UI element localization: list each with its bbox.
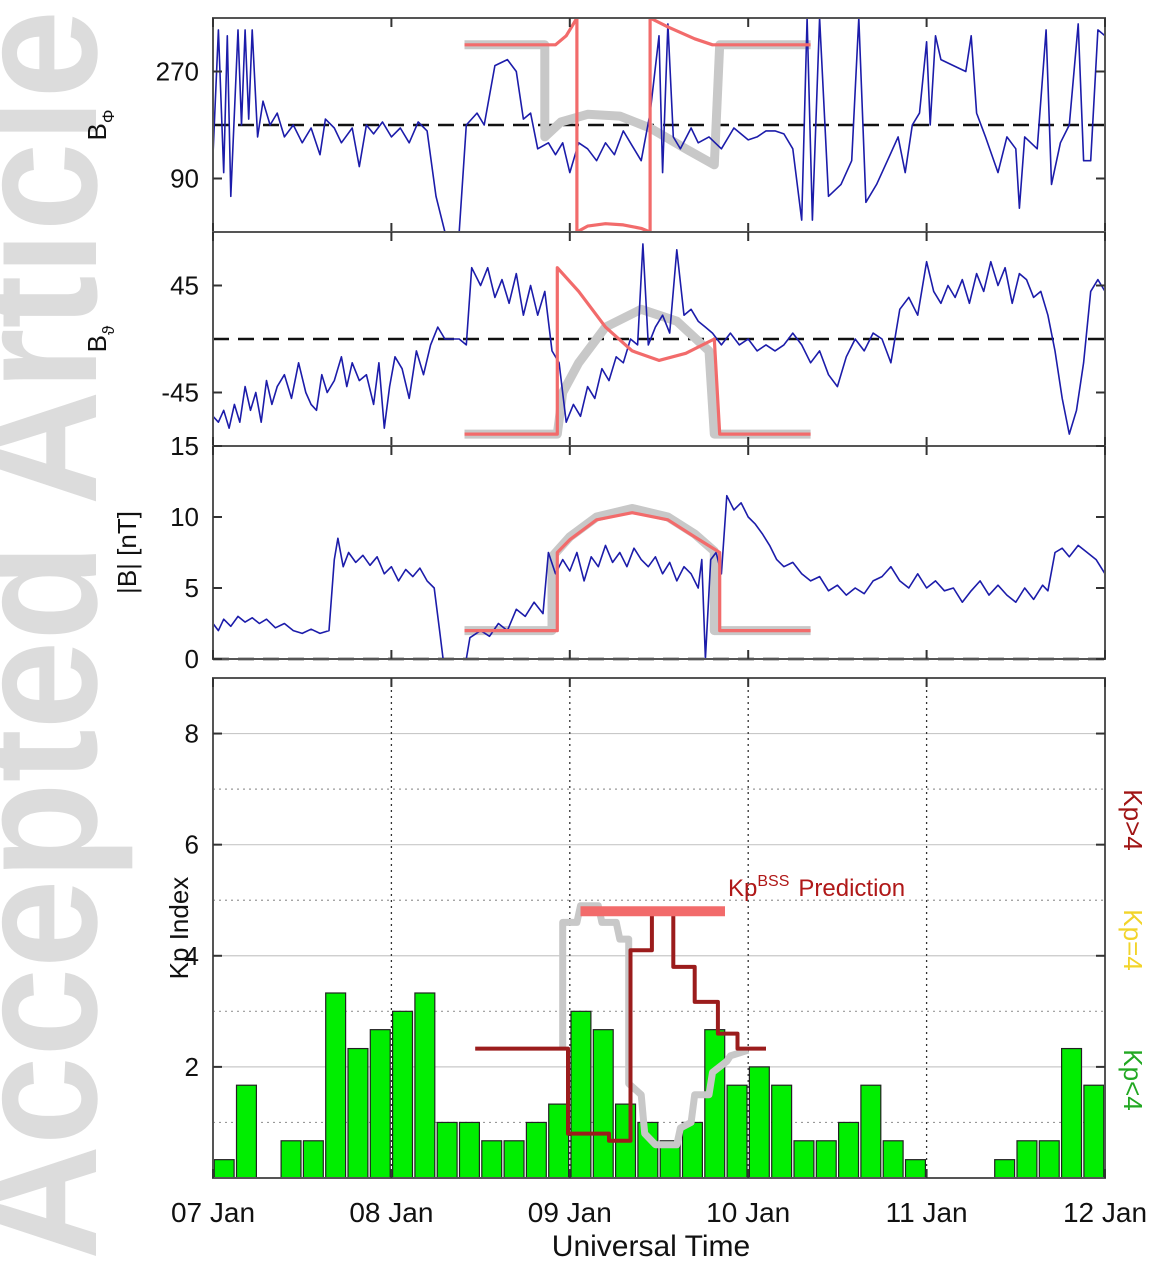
bar xyxy=(837,1121,860,1178)
bar xyxy=(748,1066,770,1178)
bar xyxy=(860,1084,882,1178)
x-axis-label: Universal Time xyxy=(552,1230,750,1263)
data-line xyxy=(213,18,1105,232)
x-tick-label: 09 Jan xyxy=(528,1197,612,1228)
plot-area xyxy=(213,18,1105,232)
bar xyxy=(235,1084,257,1178)
bar xyxy=(659,1140,681,1178)
annotation-tail: Prediction xyxy=(798,875,905,902)
y-tick-label: 45 xyxy=(170,271,199,301)
y-axis-label-main: |B| [nT] xyxy=(112,511,142,594)
data-line xyxy=(464,266,811,436)
y-axis-label-sub: Φ xyxy=(99,110,118,124)
plot-area xyxy=(213,902,1105,1178)
data-line xyxy=(213,243,1105,435)
annotation-text: Kp xyxy=(728,875,757,902)
side-label: Kp=4 xyxy=(1118,909,1148,970)
panel-frame xyxy=(212,677,1106,1179)
bar xyxy=(213,1159,235,1178)
y-axis-label-main: Kp Index xyxy=(164,877,194,980)
bar xyxy=(458,1121,480,1178)
bar xyxy=(525,1121,547,1178)
bar xyxy=(793,1140,815,1178)
bar xyxy=(280,1140,302,1178)
bar xyxy=(302,1140,324,1178)
bar xyxy=(815,1140,837,1178)
x-tick-label: 08 Jan xyxy=(349,1197,433,1228)
x-tick-label: 10 Jan xyxy=(706,1197,790,1228)
y-axis-label: BΦ xyxy=(82,110,118,141)
bar xyxy=(570,1010,592,1178)
bar xyxy=(681,1121,703,1178)
y-axis-label: |B| [nT] xyxy=(112,511,142,594)
y-axis-label-main: B xyxy=(82,123,112,140)
y-tick-label: 90 xyxy=(170,164,199,194)
bar xyxy=(882,1140,904,1178)
y-tick-label: 15 xyxy=(170,431,199,461)
y-axis-label: Kp Index xyxy=(164,877,194,980)
bar xyxy=(347,1047,369,1178)
bar xyxy=(994,1159,1016,1178)
bar xyxy=(592,1029,614,1178)
bar xyxy=(1060,1047,1083,1178)
bar xyxy=(414,992,436,1178)
bar xyxy=(1038,1140,1060,1178)
y-axis-label-sub: ϑ xyxy=(99,325,118,335)
y-tick-label: 6 xyxy=(185,830,199,860)
data-line xyxy=(464,511,811,633)
annotation: KpBSS Prediction xyxy=(728,873,905,902)
y-axis-label-main: B xyxy=(82,335,112,352)
y-tick-label: -45 xyxy=(161,378,199,408)
side-label: Kp<4 xyxy=(1118,1049,1148,1110)
data-line xyxy=(464,40,811,170)
bar xyxy=(1083,1084,1105,1178)
y-tick-label: 5 xyxy=(185,573,199,603)
bar xyxy=(325,992,347,1178)
annotation-sup: BSS xyxy=(757,873,789,890)
y-axis-label: Bϑ xyxy=(82,325,118,352)
y-tick-label: 2 xyxy=(185,1052,199,1082)
data-line xyxy=(464,304,811,439)
y-tick-label: 4 xyxy=(185,941,199,971)
watermark: Accepted Article xyxy=(0,10,134,1260)
y-tick-label: 0 xyxy=(185,644,199,674)
x-tick-label: 11 Jan xyxy=(886,1197,968,1228)
bar xyxy=(548,1103,570,1178)
y-tick-label: 10 xyxy=(170,502,199,532)
plot-area xyxy=(213,243,1105,439)
bar xyxy=(392,1010,414,1178)
bar xyxy=(726,1084,748,1178)
plot-area xyxy=(213,494,1105,659)
bar xyxy=(481,1140,503,1178)
bar xyxy=(369,1029,391,1178)
bar xyxy=(904,1159,926,1178)
data-line xyxy=(559,902,750,1149)
bar xyxy=(1016,1140,1038,1178)
bar xyxy=(436,1121,458,1178)
data-line xyxy=(213,494,1105,659)
y-tick-label: 270 xyxy=(156,57,199,87)
bar xyxy=(503,1140,525,1178)
data-line xyxy=(464,18,811,232)
x-tick-label: 07 Jan xyxy=(171,1197,255,1228)
x-tick-label: 12 Jan xyxy=(1063,1197,1147,1228)
y-tick-label: 8 xyxy=(185,719,199,749)
data-line xyxy=(464,504,811,636)
bar xyxy=(771,1084,793,1178)
bar xyxy=(704,1029,726,1178)
panel-frame xyxy=(212,445,1106,660)
side-label: Kp>4 xyxy=(1118,789,1148,850)
